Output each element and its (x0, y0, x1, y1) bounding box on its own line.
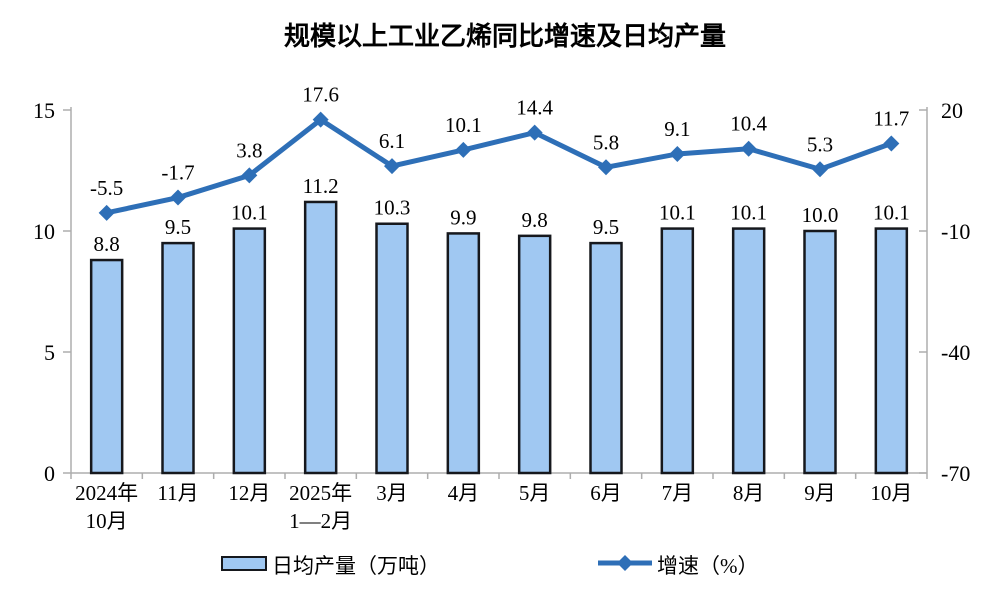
x-category-label: 9月 (804, 481, 836, 505)
bar-value-label: 10.1 (659, 201, 696, 225)
right-axis-tick-label: 20 (941, 98, 963, 123)
production-bar (375, 222, 409, 475)
left-axis-tick-label: 5 (44, 340, 55, 365)
production-bar (161, 241, 195, 475)
legend-bar-label: 日均产量（万吨） (272, 554, 440, 578)
x-category-label: 10月 (86, 509, 128, 533)
x-category-label: 11月 (157, 481, 198, 505)
growth-line-marker (455, 141, 472, 158)
growth-line-marker (669, 145, 686, 162)
x-category-label: 8月 (733, 481, 765, 505)
production-bar (232, 227, 267, 475)
growth-line (106, 116, 893, 216)
line-value-label: 5.3 (807, 132, 833, 156)
line-value-label: 6.1 (379, 129, 405, 153)
legend-line-label: 增速（%） (657, 554, 759, 578)
bar-value-label: 9.5 (165, 215, 191, 239)
production-bar (589, 241, 623, 475)
bar-value-label: 10.1 (873, 201, 910, 225)
growth-line-marker (598, 159, 614, 176)
left-axis-tick-label: 15 (33, 98, 55, 123)
line-value-label: 3.8 (236, 138, 262, 162)
production-bar (660, 227, 695, 475)
bar-value-label: 10.3 (374, 196, 411, 220)
growth-line-marker (740, 140, 757, 157)
growth-line-marker (312, 111, 329, 128)
production-bar (303, 200, 338, 475)
bar-value-label: 10.1 (730, 201, 767, 225)
x-category-label: 1—2月 (289, 509, 352, 533)
bar-value-label: 9.5 (593, 215, 619, 239)
x-category-label: 10月 (870, 481, 912, 505)
chart-layers: 0 5 10 15 -70 -40 -10 20 2024年 10月 11月 12月 2025年 1—2月… (33, 83, 970, 578)
x-category-label: 2025年 (289, 481, 352, 505)
bar-value-label: 9.9 (450, 205, 476, 229)
growth-line-marker (883, 135, 900, 152)
chart-title: 规模以上工业乙烯同比增速及日均产量 (284, 21, 726, 51)
x-category-label: 5月 (519, 481, 551, 505)
legend-line-marker (617, 555, 633, 571)
production-bar (874, 227, 909, 475)
production-bar (731, 227, 766, 475)
x-category-label: 7月 (662, 481, 694, 505)
right-axis-tick-label: -70 (941, 461, 970, 486)
x-category-label: 12月 (228, 481, 270, 505)
line-value-label: 10.1 (445, 113, 482, 137)
line-value-label: -5.5 (90, 176, 123, 200)
growth-line-marker (241, 167, 258, 184)
left-axis-tick-label: 10 (33, 219, 55, 244)
bar-value-label: 8.8 (94, 232, 120, 256)
line-value-label: 10.4 (730, 112, 767, 136)
left-axis-tick-label: 0 (44, 461, 55, 486)
production-bar (517, 234, 552, 475)
production-bar (446, 232, 481, 475)
x-category-label: 6月 (590, 481, 622, 505)
growth-line-marker (526, 124, 543, 141)
line-value-label: 17.6 (302, 83, 339, 107)
line-value-label: 9.1 (664, 117, 690, 141)
x-category-label: 2024年 (75, 481, 138, 505)
right-axis-tick-label: -40 (941, 340, 970, 365)
production-bar (89, 258, 124, 475)
bar-value-label: 9.8 (522, 208, 548, 232)
legend-bar-swatch (221, 556, 267, 571)
bar-value-label: 10.0 (802, 203, 839, 227)
growth-line-marker (98, 204, 115, 221)
x-category-label: 3月 (376, 481, 408, 505)
growth-line-marker (170, 189, 186, 206)
bar-value-label: 10.1 (231, 201, 268, 225)
bar-value-label: 11.2 (303, 174, 339, 198)
growth-line-marker (384, 158, 400, 175)
production-bar (803, 229, 837, 475)
right-axis-tick-label: -10 (941, 219, 970, 244)
line-value-label: 5.8 (593, 130, 619, 154)
line-value-label: 14.4 (516, 96, 553, 120)
line-value-label: 11.7 (873, 106, 909, 130)
x-category-label: 4月 (448, 481, 480, 505)
line-value-label: -1.7 (161, 161, 194, 185)
growth-line-marker (812, 161, 828, 178)
